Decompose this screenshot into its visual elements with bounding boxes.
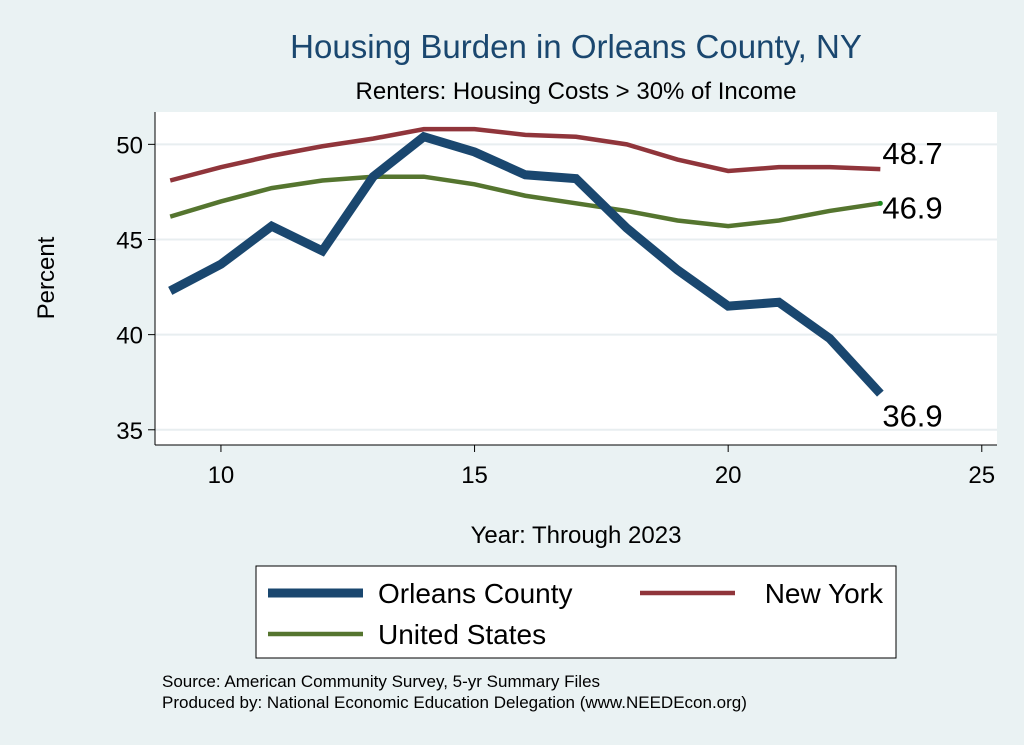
y-tick-label: 45 [116, 227, 143, 254]
x-tick-label: 20 [715, 462, 742, 489]
producer-note: Produced by: National Economic Education… [162, 693, 747, 712]
end-label-new-york: 48.7 [882, 136, 942, 171]
y-tick-label: 50 [116, 132, 143, 159]
x-tick-label: 25 [968, 462, 995, 489]
legend-label-orleans-county: Orleans County [378, 578, 573, 609]
series-layer [168, 126, 884, 397]
legend-label-new-york: New York [765, 578, 884, 609]
legend: Orleans County New York United States [255, 565, 897, 659]
x-tick-label: 15 [461, 462, 488, 489]
plot-area [155, 112, 997, 445]
chart-subtitle: Renters: Housing Costs > 30% of Income [356, 78, 797, 105]
end-label-orleans-county: 36.9 [882, 399, 942, 434]
end-label-united-states: 46.9 [882, 190, 942, 225]
chart-title: Housing Burden in Orleans County, NY [290, 28, 862, 65]
x-axis-label: Year: Through 2023 [471, 522, 682, 549]
y-tick-label: 40 [116, 323, 143, 350]
y-ticks: 35 40 45 50 [116, 132, 155, 445]
legend-label-united-states: United States [378, 619, 546, 650]
x-ticks: 10 15 20 25 [208, 445, 995, 489]
source-note: Source: American Community Survey, 5-yr … [162, 672, 600, 691]
y-axis-label: Percent [33, 236, 60, 319]
y-tick-label: 35 [116, 418, 143, 445]
legend-box [255, 565, 897, 659]
x-tick-label: 10 [208, 462, 235, 489]
end-marker-united-states [877, 200, 883, 206]
end-labels: 36.9 48.7 46.9 [882, 136, 942, 434]
